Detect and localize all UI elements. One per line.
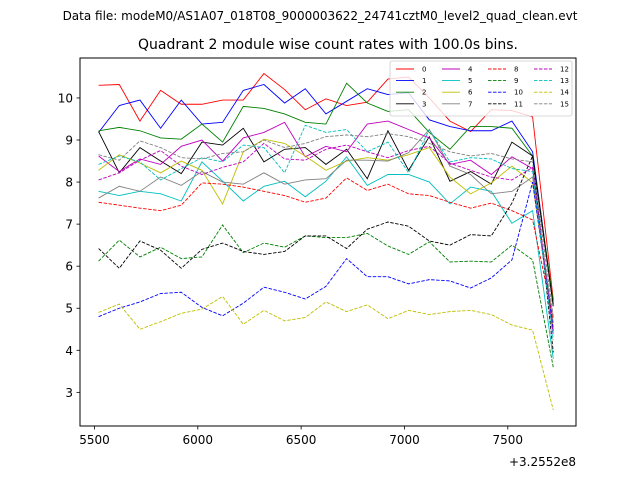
legend-label-15: 15 [560,100,569,108]
x-tick-label: 6000 [183,433,214,447]
series-line-9 [98,224,554,368]
series-line-0 [98,72,554,300]
series-line-11 [98,154,554,353]
legend-label-10: 10 [514,89,523,97]
legend-label-7: 7 [468,100,472,108]
x-tick-label: 5500 [79,433,110,447]
legend-label-11: 11 [514,100,523,108]
series-line-12 [98,142,554,336]
series-line-4 [98,120,554,332]
axes-frame [79,57,577,427]
series-line-7 [98,128,554,324]
series-line-10 [98,181,554,330]
y-tick-label: 6 [65,260,73,274]
y-tick-label: 8 [65,176,73,190]
x-tick-label: 7000 [389,433,420,447]
data-file-label: Data file: modeM0/AS1A07_018T08_90000036… [63,9,578,23]
series-line-13 [98,124,554,340]
legend-label-6: 6 [468,89,473,97]
legend-label-5: 5 [468,77,472,85]
series-line-15 [98,133,554,317]
x-axis-offset-label: +3.2552e8 [509,455,576,469]
series-line-1 [98,83,554,305]
y-tick-label: 4 [65,344,73,358]
legend-box [389,60,573,117]
series-line-5 [98,156,554,359]
series-line-8 [98,177,554,319]
series-line-14 [98,295,554,411]
y-tick-label: 10 [58,91,73,105]
series-line-3 [98,127,554,307]
x-tick-label: 6500 [286,433,317,447]
legend-label-12: 12 [560,66,569,74]
legend-label-1: 1 [422,77,426,85]
y-tick-label: 9 [65,134,73,148]
y-axis-ticks: 3 4 5 6 7 8 9 10 [58,91,80,400]
legend-label-13: 13 [560,77,569,85]
chart-title: Quadrant 2 module wise count rates with … [138,37,518,53]
legend-label-8: 8 [514,66,518,74]
series-line-6 [98,138,554,328]
legend-label-2: 2 [422,89,426,97]
y-tick-label: 3 [65,386,73,400]
legend-label-4: 4 [468,66,473,74]
x-tick-label: 7500 [493,433,524,447]
legend-label-3: 3 [422,100,426,108]
y-tick-label: 5 [65,302,73,316]
x-axis-ticks: 5500 6000 6500 7000 7500 [79,426,523,447]
legend-label-9: 9 [514,77,518,85]
series-lines [98,72,554,411]
legend-label-14: 14 [560,89,569,97]
legend-label-0: 0 [422,66,426,74]
y-tick-label: 7 [65,218,73,232]
series-line-2 [98,82,554,302]
